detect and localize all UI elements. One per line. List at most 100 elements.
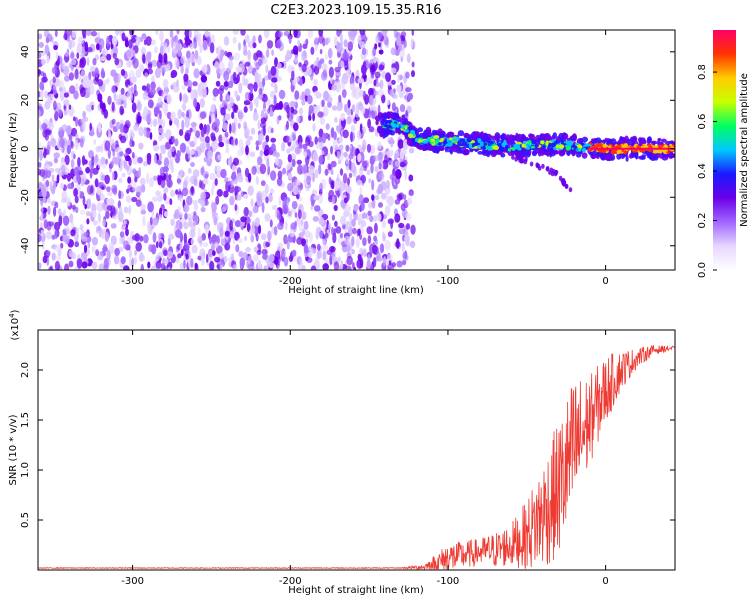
noise-blob xyxy=(213,118,220,128)
ridge-core xyxy=(480,141,484,147)
noise-blob xyxy=(394,199,401,205)
noise-blob xyxy=(68,104,72,110)
noise-blob xyxy=(345,244,351,253)
noise-blob xyxy=(355,86,360,93)
noise-blob xyxy=(159,30,164,42)
noise-blob xyxy=(88,150,94,159)
noise-blob xyxy=(138,142,144,150)
colorbar-tick-label: 0.8 xyxy=(697,64,708,80)
noise-blob xyxy=(377,151,384,163)
noise-blob xyxy=(215,80,221,87)
noise-blob xyxy=(382,231,385,242)
noise-blob xyxy=(58,215,63,227)
noise-blob xyxy=(79,209,86,216)
snr-multiplier-exp: 4 xyxy=(8,313,16,318)
noise-blob xyxy=(341,89,347,98)
noise-blob xyxy=(56,174,60,184)
noise-blob xyxy=(346,116,352,125)
noise-blob xyxy=(167,45,171,53)
noise-blob xyxy=(316,243,321,251)
noise-blob xyxy=(274,83,278,94)
noise-blob xyxy=(110,205,116,216)
ridge-core xyxy=(446,142,453,147)
noise-blob xyxy=(312,172,315,183)
noise-blob xyxy=(299,196,303,202)
spectrogram-ytick-label: 40 xyxy=(20,45,31,58)
noise-blob xyxy=(327,163,331,171)
noise-blob xyxy=(208,249,214,261)
noise-blob xyxy=(149,87,156,96)
noise-blob xyxy=(192,81,198,87)
noise-blob xyxy=(113,90,117,102)
noise-blob xyxy=(338,136,343,144)
ridge-halo xyxy=(417,127,423,133)
noise-blob xyxy=(273,256,279,265)
ridge-core xyxy=(391,123,398,128)
noise-blob xyxy=(373,56,377,64)
noise-blob xyxy=(349,75,355,86)
ridge-core xyxy=(422,140,429,144)
noise-blob xyxy=(224,230,230,237)
noise-blob xyxy=(360,220,367,228)
noise-blob xyxy=(397,139,404,149)
noise-blob xyxy=(252,35,256,43)
ridge-halo xyxy=(610,138,617,145)
noise-blob xyxy=(320,150,325,156)
noise-blob xyxy=(48,221,54,227)
noise-blob xyxy=(179,169,183,177)
noise-blob xyxy=(40,89,44,100)
noise-blob xyxy=(201,233,206,241)
noise-blob xyxy=(38,103,43,110)
noise-blob xyxy=(168,233,175,240)
noise-blob xyxy=(319,116,326,125)
noise-blob xyxy=(42,255,48,264)
branch-blob xyxy=(562,180,567,186)
noise-blob xyxy=(146,83,151,93)
noise-blob xyxy=(362,248,367,258)
snr-xtick-label: -300 xyxy=(121,576,144,587)
noise-blob xyxy=(146,155,152,166)
noise-blob xyxy=(147,261,151,269)
branch-blob xyxy=(568,187,573,193)
spectrogram-xtick-label: -300 xyxy=(121,276,144,287)
ridge-core xyxy=(405,129,409,133)
noise-blob xyxy=(333,261,340,270)
ridge-core xyxy=(515,141,522,145)
noise-blob xyxy=(59,80,64,89)
noise-blob xyxy=(160,65,164,73)
noise-blob xyxy=(75,206,79,214)
noise-blob xyxy=(368,126,375,133)
noise-blob xyxy=(111,171,115,181)
noise-blob xyxy=(157,96,163,106)
noise-blob xyxy=(304,88,311,97)
noise-blob xyxy=(153,118,158,127)
noise-blob xyxy=(303,50,307,58)
noise-blob xyxy=(133,124,139,132)
noise-blob xyxy=(214,256,221,263)
noise-blob xyxy=(212,95,217,102)
ridge-halo xyxy=(541,133,545,141)
noise-blob xyxy=(299,257,303,267)
noise-blob xyxy=(214,61,220,70)
noise-blob xyxy=(314,43,318,51)
noise-blob xyxy=(38,233,42,243)
noise-blob xyxy=(400,203,406,212)
noise-blob xyxy=(53,152,60,159)
noise-blob xyxy=(334,117,338,123)
ridge-core xyxy=(531,139,537,145)
noise-blob xyxy=(139,177,146,186)
noise-blob xyxy=(184,243,190,250)
noise-blob xyxy=(96,187,101,195)
noise-blob xyxy=(53,206,57,217)
figure-title: C2E3.2023.109.15.35.R16 xyxy=(270,3,441,18)
noise-blob xyxy=(189,127,193,133)
noise-blob xyxy=(273,94,277,106)
noise-blob xyxy=(194,262,198,269)
noise-blob xyxy=(338,94,342,103)
noise-blob xyxy=(347,30,351,37)
ridge-halo xyxy=(604,137,609,143)
noise-blob xyxy=(312,112,315,122)
noise-blob xyxy=(107,198,114,205)
noise-blob xyxy=(151,39,156,46)
